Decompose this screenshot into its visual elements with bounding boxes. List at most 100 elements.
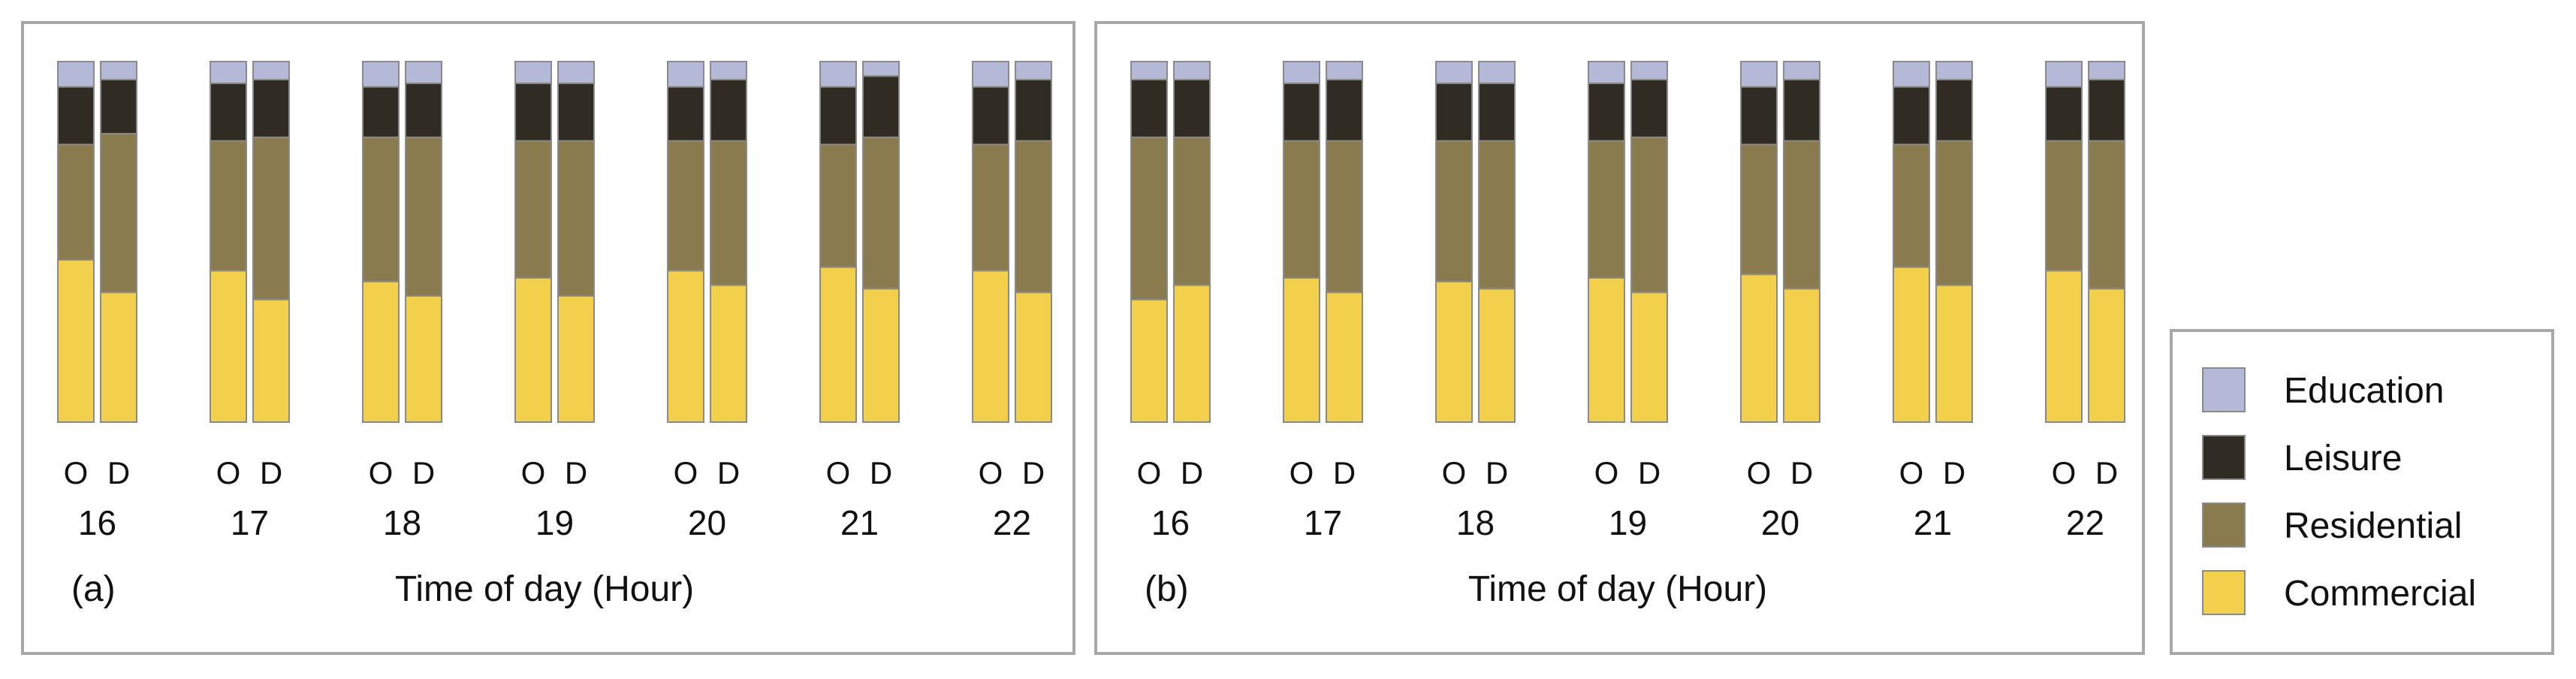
panel-a-bar-label-16-D: D (107, 455, 130, 490)
panel-a-tick-label-22: 22 (993, 503, 1031, 542)
panel-a-bar-19-D-education (557, 61, 595, 84)
panel-a-tick-label-20: 20 (688, 503, 726, 542)
panel-a-bar-18-O-commercial (362, 280, 400, 423)
panel-b-bar-17-O-residential (1283, 140, 1320, 279)
panel-b-bar-20-D-leisure (1783, 79, 1820, 142)
panel-b-bar-21-D-leisure (1935, 79, 1973, 142)
panel-b-bar-16-D-education (1173, 61, 1211, 80)
panel-a-bar-17-D-commercial (252, 298, 290, 423)
panel-a-bar-22-O-residential (972, 143, 1009, 272)
panel-b-bar-label-16-D: D (1181, 455, 1203, 490)
panel-a-bar-16-O-leisure (57, 86, 95, 146)
panel-b-tick-label-19: 19 (1609, 503, 1647, 542)
panel-b-bar-19-D-education (1630, 61, 1668, 80)
panel-b-bar-19-O-commercial (1588, 277, 1625, 423)
panel-a-bar-19-D-commercial (557, 295, 595, 423)
panel-b-x-axis-label: Time of day (Hour) (1468, 569, 1767, 609)
panel-a-bar-22-O-commercial (972, 270, 1009, 423)
panel-b-tick-label-16: 16 (1151, 503, 1190, 542)
legend-swatch-education (2202, 367, 2246, 412)
panel-a-bar-label-22-D: D (1022, 455, 1045, 490)
panel-b-bar-label-22-O: O (2052, 455, 2077, 490)
panel-a-tick-label-17: 17 (231, 503, 269, 542)
panel-b-bar-18-D-residential (1478, 140, 1516, 290)
panel-b-bar-19-D-commercial (1630, 291, 1668, 424)
panel-b-tick-label-18: 18 (1456, 503, 1495, 542)
panel-b-bar-label-19-O: O (1594, 455, 1619, 490)
panel-b-bar-22-O-education (2045, 61, 2083, 88)
panel-b-bar-16-D-commercial (1173, 284, 1211, 423)
panel-b-bar-20-O-leisure (1740, 86, 1778, 146)
panel-a-bar-18-O-education (362, 61, 400, 88)
panel-b-bar-22-D-commercial (2088, 288, 2125, 423)
panel-b-bar-18-O-residential (1435, 140, 1473, 282)
panel-b-bar-label-19-D: D (1638, 455, 1661, 490)
panel-b-bar-17-O-leisure (1283, 82, 1320, 142)
panel-a-bar-20-D-residential (710, 140, 747, 286)
panel-a-bar-19-O-residential (514, 140, 552, 279)
panel-a-bar-21-D-education (862, 61, 900, 77)
panel-b-bar-21-O-residential (1893, 143, 1930, 268)
panel-a-label: (a) (71, 569, 116, 609)
panel-a-bar-22-D-education (1015, 61, 1052, 80)
panel-b-bar-22-D-education (2088, 61, 2125, 80)
panel-a-tick-label-21: 21 (840, 503, 879, 542)
panel-b-bar-22-D-residential (2088, 140, 2125, 290)
panel-a-bar-20-D-education (710, 61, 747, 80)
panel-a-bar-19-D-residential (557, 140, 595, 297)
panel-a-bar-label-19-D: D (565, 455, 587, 490)
panel-b-bar-21-O-leisure (1893, 86, 1930, 146)
panel-b-bar-18-D-commercial (1478, 288, 1516, 423)
panel-b-tick-label-17: 17 (1304, 503, 1342, 542)
panel-b-bar-16-O-leisure (1130, 79, 1168, 138)
panel-a-bar-22-D-commercial (1015, 291, 1052, 424)
panel-b-bar-17-D-commercial (1326, 291, 1363, 424)
panel-b-label: (b) (1145, 569, 1189, 609)
panel-a-bar-16-O-commercial (57, 259, 95, 423)
panel-a-bar-20-O-residential (667, 140, 704, 272)
panel-b-bar-label-22-D: D (2095, 455, 2118, 490)
panel-a-tick-label-19: 19 (535, 503, 574, 542)
panel-b-bar-17-O-education (1283, 61, 1320, 84)
panel-a-bar-18-O-leisure (362, 86, 400, 138)
panel-a-bar-16-D-commercial (100, 291, 137, 424)
panel-b-bar-19-O-leisure (1588, 82, 1625, 142)
panel-a-bar-label-21-O: O (826, 455, 851, 490)
panel-a-tick-label-16: 16 (78, 503, 116, 542)
panel-b-bar-label-21-D: D (1943, 455, 1965, 490)
panel-a-bar-21-O-education (819, 61, 857, 88)
panel-b-bar-17-D-leisure (1326, 79, 1363, 142)
panel-b-bar-17-D-residential (1326, 140, 1363, 294)
panel-a-bar-16-D-leisure (100, 79, 137, 134)
panel-a-bar-label-18-O: O (369, 455, 394, 490)
panel-b-tick-label-20: 20 (1761, 503, 1799, 542)
panel-b-bar-20-D-education (1783, 61, 1820, 80)
panel-a-bar-16-O-residential (57, 143, 95, 261)
legend-entry-commercial: Commercial (2284, 574, 2476, 614)
panel-b-bar-17-D-education (1326, 61, 1363, 80)
panel-a-bar-21-D-leisure (862, 75, 900, 138)
legend-entry-education: Education (2284, 371, 2445, 411)
panel-a-bar-21-O-leisure (819, 86, 857, 146)
panel-a-tick-label-18: 18 (383, 503, 421, 542)
legend-swatch-leisure (2202, 435, 2246, 480)
panel-b-bar-19-O-education (1588, 61, 1625, 84)
panel-a-bar-17-D-residential (252, 136, 290, 300)
panel-a-bar-22-O-leisure (972, 86, 1009, 146)
panel-b-bar-22-D-leisure (2088, 79, 2125, 142)
panel-b-bar-21-O-education (1893, 61, 1930, 88)
panel-a-bar-16-D-education (100, 61, 137, 80)
panel-b-bar-19-D-leisure (1630, 79, 1668, 138)
panel-b-tick-label-21: 21 (1914, 503, 1952, 542)
panel-b-bar-21-D-residential (1935, 140, 1973, 286)
panel-a-bar-20-O-education (667, 61, 704, 88)
panel-b-bar-22-O-leisure (2045, 86, 2083, 142)
legend-entry-residential: Residential (2284, 506, 2462, 546)
panel-a-bar-19-O-education (514, 61, 552, 84)
panel-a-bar-18-D-residential (405, 136, 442, 297)
panel-b-bar-16-O-residential (1130, 136, 1168, 300)
panel-a-bar-label-17-O: O (216, 455, 241, 490)
panel-a-bar-20-D-commercial (710, 284, 747, 423)
panel-b-bar-label-17-D: D (1333, 455, 1356, 490)
